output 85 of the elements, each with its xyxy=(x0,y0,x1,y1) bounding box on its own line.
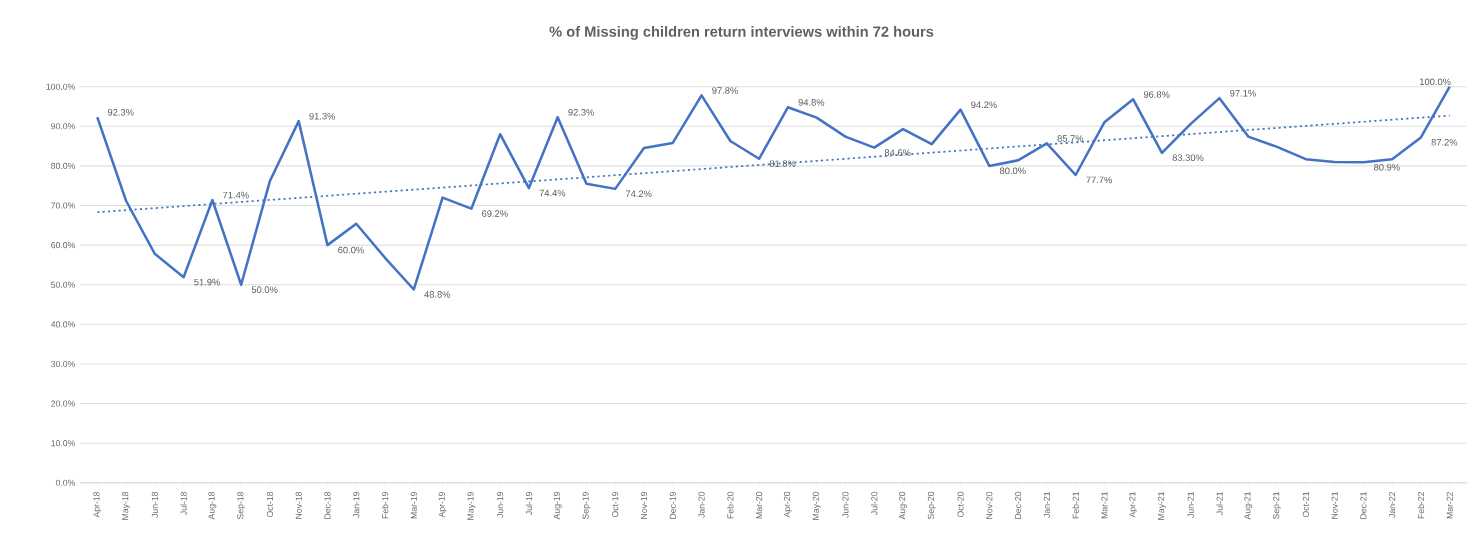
x-tick-label: Jun-21 xyxy=(1187,491,1194,518)
data-label: 97.8% xyxy=(712,87,738,94)
data-label: 80.9% xyxy=(1374,163,1400,171)
y-tick-label: 20.0% xyxy=(51,400,75,407)
data-label: 69.2% xyxy=(482,210,508,217)
x-tick-label: Jan-19 xyxy=(353,491,360,518)
data-label: 77.7% xyxy=(1086,176,1112,184)
x-tick-label: Mar-22 xyxy=(1446,491,1453,519)
data-label: 87.2% xyxy=(1431,138,1458,146)
x-tick-label: Sep-18 xyxy=(237,491,246,519)
x-tick-label: Apr-19 xyxy=(438,491,447,518)
data-label: 80.0% xyxy=(999,167,1026,175)
y-tick-label: 70.0% xyxy=(51,202,75,209)
data-label: 51.9% xyxy=(194,278,220,286)
data-label: 96.8% xyxy=(1143,91,1170,98)
x-tick-label: Apr-20 xyxy=(783,491,792,518)
data-label: 60.0% xyxy=(338,246,364,254)
y-tick-label: 0.0% xyxy=(55,479,75,486)
data-label: 97.1% xyxy=(1230,89,1256,97)
x-tick-label: Dec-20 xyxy=(1015,491,1022,519)
y-tick-label: 80.0% xyxy=(51,162,75,169)
data-label: 94.2% xyxy=(971,101,997,108)
data-label: 91.3% xyxy=(309,112,336,120)
x-tick-label: Oct-19 xyxy=(612,491,619,518)
data-label: 81.8% xyxy=(769,160,796,167)
data-label: 48.8% xyxy=(424,291,451,298)
x-tick-label: Feb-21 xyxy=(1072,491,1079,519)
y-tick-label: 30.0% xyxy=(51,360,75,367)
x-tick-label: Jul-20 xyxy=(871,491,878,515)
x-tick-label: Mar-20 xyxy=(756,491,763,519)
x-tick-label: Nov-21 xyxy=(1331,491,1338,519)
x-tick-label: Sep-20 xyxy=(927,491,936,519)
x-tick-label: Aug-19 xyxy=(553,491,562,520)
x-tick-label: Dec-19 xyxy=(669,491,676,519)
x-tick-label: Feb-20 xyxy=(727,491,734,519)
x-tick-label: Oct-18 xyxy=(266,491,273,518)
x-tick-label: May-18 xyxy=(122,491,130,520)
data-label: 85.7% xyxy=(1057,135,1084,142)
x-tick-label: Aug-21 xyxy=(1244,491,1253,520)
x-tick-label: Aug-20 xyxy=(899,491,907,520)
x-tick-label: Jun-18 xyxy=(151,491,158,518)
y-tick-label: 100.0% xyxy=(46,83,75,90)
x-tick-label: Jul-18 xyxy=(180,491,187,515)
x-tick-label: May-20 xyxy=(812,491,821,520)
x-tick-label: Oct-21 xyxy=(1302,491,1309,518)
x-tick-label: Jan-22 xyxy=(1389,491,1396,518)
x-tick-label: Jan-21 xyxy=(1043,491,1050,518)
x-tick-label: Nov-19 xyxy=(640,491,648,519)
chart-title: % of Missing children return interviews within 72 hours xyxy=(549,25,934,40)
data-label: 100.0% xyxy=(1420,78,1451,86)
x-tick-label: Aug-18 xyxy=(208,491,217,520)
data-label: 92.3% xyxy=(568,108,595,116)
x-tick-label: Jul-21 xyxy=(1216,491,1223,515)
data-label: 84.6% xyxy=(884,149,911,156)
x-tick-label: Dec-18 xyxy=(324,491,331,519)
x-tick-label: Feb-22 xyxy=(1417,491,1425,519)
x-tick-label: Feb-19 xyxy=(381,491,389,519)
y-tick-label: 60.0% xyxy=(51,242,75,249)
x-tick-label: Mar-21 xyxy=(1101,491,1108,519)
data-label: 50.0% xyxy=(251,286,278,293)
data-label: 83.30% xyxy=(1172,154,1204,161)
data-label: 74.4% xyxy=(539,189,566,197)
x-tick-label: Sep-21 xyxy=(1273,491,1281,519)
data-label: 74.2% xyxy=(625,190,652,197)
y-tick-label: 50.0% xyxy=(51,281,75,288)
data-label: 92.3% xyxy=(107,108,134,116)
x-tick-label: Apr-18 xyxy=(93,491,102,518)
x-tick-label: Oct-20 xyxy=(957,491,964,518)
x-tick-label: Nov-20 xyxy=(986,491,993,519)
data-label: 94.8% xyxy=(798,99,825,106)
x-tick-label: Sep-19 xyxy=(582,491,591,519)
x-tick-label: May-19 xyxy=(467,491,476,520)
x-tick-label: Jul-19 xyxy=(525,491,533,515)
y-tick-label: 10.0% xyxy=(51,440,75,447)
y-tick-label: 90.0% xyxy=(51,123,75,130)
x-tick-label: May-21 xyxy=(1158,491,1166,520)
x-tick-label: Nov-18 xyxy=(295,491,302,519)
x-tick-label: Apr-21 xyxy=(1129,491,1138,518)
x-tick-label: Mar-19 xyxy=(410,491,417,519)
y-tick-label: 40.0% xyxy=(50,321,75,328)
data-label: 71.4% xyxy=(223,191,249,199)
x-tick-label: Jun-19 xyxy=(497,491,504,518)
x-tick-label: Jun-20 xyxy=(842,491,849,518)
x-tick-label: Jan-20 xyxy=(698,491,705,518)
x-tick-label: Dec-21 xyxy=(1360,491,1367,519)
